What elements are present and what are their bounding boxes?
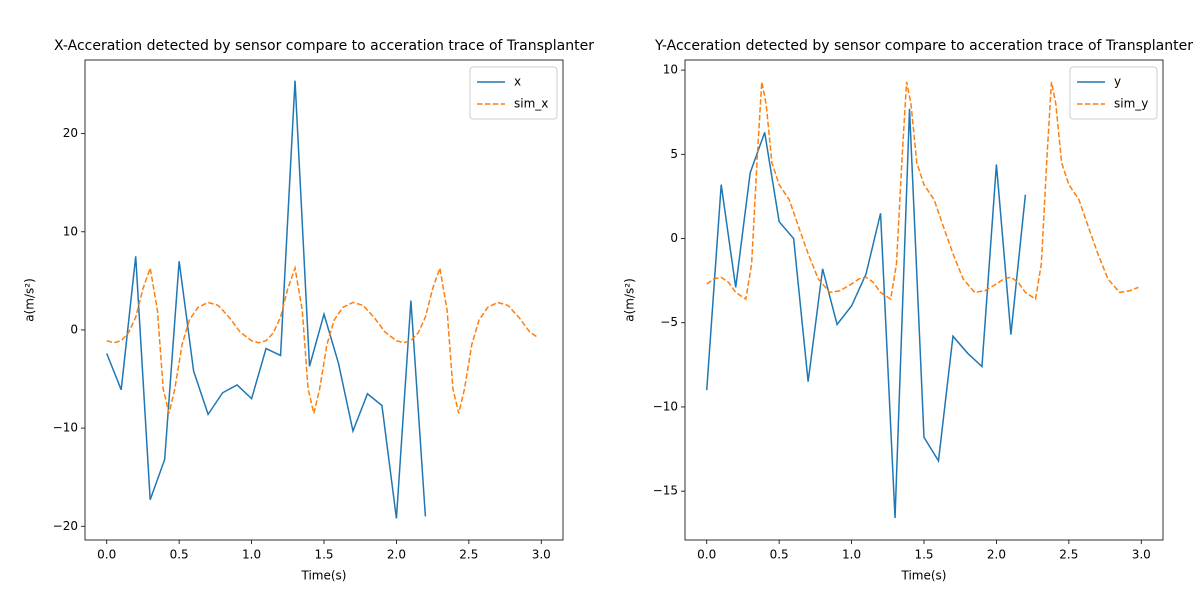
x-tick-label: 2.5 <box>459 548 478 562</box>
y-tick-label: 0 <box>70 322 78 336</box>
data-line <box>106 80 427 519</box>
x-tick-label: 1.5 <box>914 548 933 562</box>
x-tick-label: 3.0 <box>1132 548 1151 562</box>
y-tick-label: 5 <box>670 147 678 161</box>
y-tick-label: 10 <box>63 224 78 238</box>
y-tick-label: 0 <box>670 231 678 245</box>
data-line <box>705 108 1027 519</box>
x-tick-label: 3.0 <box>532 548 551 562</box>
y-tick-label: −5 <box>660 315 678 329</box>
y-tick-label: −10 <box>53 421 78 435</box>
legend-box <box>1069 66 1158 120</box>
x-axis-label: Time(s) <box>301 569 347 583</box>
x-tick-label: 1.5 <box>314 548 333 562</box>
plot-area <box>705 81 1139 519</box>
legend-box <box>469 66 558 120</box>
chart-title: Y-Acceration detected by sensor compare … <box>654 38 1193 54</box>
chart-title: X-Acceration detected by sensor compare … <box>54 38 594 54</box>
x-axis-label: Time(s) <box>901 569 947 583</box>
x-tick-label: 2.5 <box>1059 548 1078 562</box>
x-tick-label: 1.0 <box>242 548 261 562</box>
legend-label: sim_y <box>1114 97 1148 111</box>
legend-label: y <box>1114 75 1121 89</box>
x-tick-label: 0.5 <box>770 548 789 562</box>
axes-frame <box>684 59 1164 541</box>
x-tick-label: 0.5 <box>170 548 189 562</box>
data-line <box>706 81 1139 301</box>
plot-area <box>106 80 539 519</box>
x-tick-label: 2.0 <box>387 548 406 562</box>
x-tick-label: 2.0 <box>987 548 1006 562</box>
legend-label: x <box>514 75 521 89</box>
x-tick-label: 0.0 <box>97 548 116 562</box>
y-tick-label: 20 <box>63 126 78 140</box>
legend-label: sim_x <box>514 97 548 111</box>
x-tick-label: 1.0 <box>842 548 861 562</box>
y-tick-label: −20 <box>53 519 78 533</box>
y-tick-label: −15 <box>653 484 678 498</box>
y-axis-label: a(m/s²) <box>623 278 637 322</box>
x-tick-label: 0.0 <box>697 548 716 562</box>
y-tick-label: −10 <box>653 399 678 413</box>
data-line <box>106 265 539 414</box>
y-tick-label: 10 <box>663 63 678 77</box>
axes-frame <box>84 59 564 541</box>
y-axis-label: a(m/s²) <box>23 278 37 322</box>
